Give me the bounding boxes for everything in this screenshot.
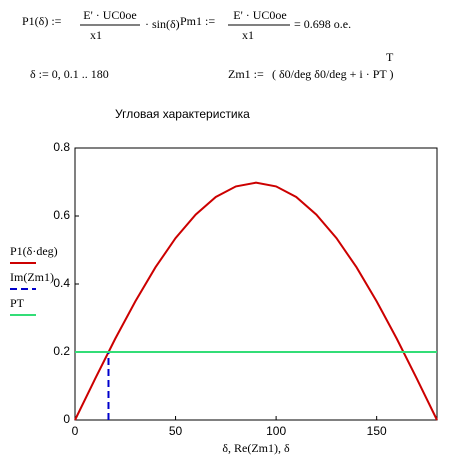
legend-label: PT: [10, 296, 25, 310]
formula-rhs: = 0.698 о.е.: [294, 17, 351, 31]
y-tick-label: 0: [63, 412, 70, 426]
formula-lhs: P1(δ) :=: [22, 14, 62, 28]
series-line: [74, 181, 438, 421]
formula-num: E' · UC0oe: [233, 8, 286, 22]
y-tick-label: 0.8: [53, 140, 70, 154]
formula-lhs: Zm1 :=: [228, 67, 264, 81]
x-tick-label: 150: [367, 424, 387, 438]
x-axis-label: δ, Re(Zm1), δ: [222, 441, 290, 455]
formula-den: x1: [242, 28, 254, 42]
formula-num: E' · UC0oe: [83, 8, 136, 22]
range-def: δ := 0, 0.1 .. 180: [30, 67, 109, 81]
formula-body: ( δ0/deg δ0/deg + i · PT ): [272, 67, 394, 81]
plot-frame: [74, 147, 438, 421]
x-tick-label: 0: [72, 424, 79, 438]
formula-rhs: · sin(δ): [145, 17, 180, 31]
y-tick-label: 0.2: [53, 344, 70, 358]
legend-label: Im(Zm1): [10, 270, 54, 284]
formula-den: x1: [90, 28, 102, 42]
y-tick-label: 0.4: [53, 276, 70, 290]
y-tick-label: 0.6: [53, 208, 70, 222]
formula-lhs: Pm1 :=: [180, 14, 215, 28]
chart-title: Угловая характеристика: [115, 107, 250, 121]
formula-sup: T: [386, 50, 394, 64]
x-tick-label: 50: [169, 424, 183, 438]
legend-label: P1(δ·deg): [10, 244, 58, 258]
x-tick-label: 100: [266, 424, 286, 438]
